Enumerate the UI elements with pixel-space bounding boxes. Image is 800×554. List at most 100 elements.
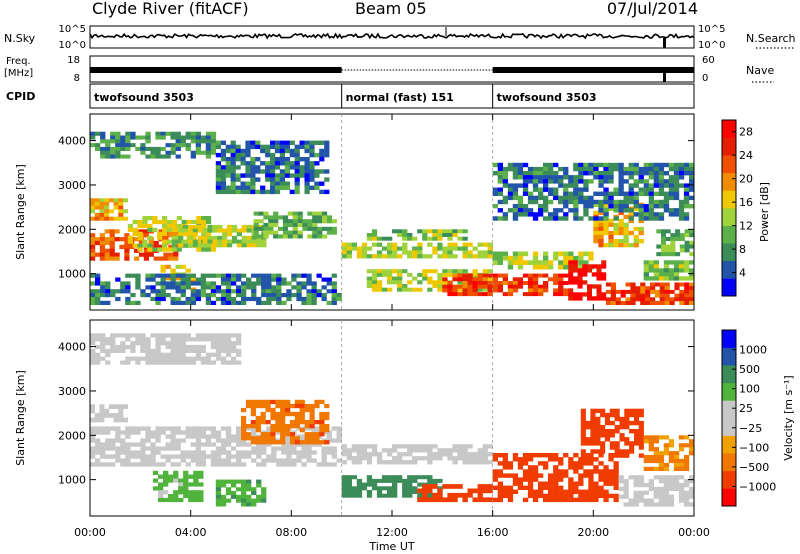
velocity-colorbar-tick-label: −25 [739, 422, 762, 435]
x-axis-label: Time UT [368, 540, 414, 553]
power-patch [90, 131, 217, 159]
velocity-colorbar-tick-label: 500 [739, 363, 760, 376]
power-colorbar-swatch [722, 225, 736, 244]
power-colorbar-tick-label: 12 [739, 220, 753, 233]
freq-label-1: Freq. [6, 56, 31, 67]
nave-label: Nave [746, 64, 774, 77]
velocity-colorbar-swatch [722, 365, 736, 384]
y-tick-label: 1000 [58, 268, 86, 281]
cpid-segment-label: twofsound 3503 [497, 91, 597, 104]
power-colorbar-tick-label: 20 [739, 173, 753, 186]
power-colorbar-tick-label: 8 [739, 243, 746, 256]
velocity-colorbar-swatch [722, 470, 736, 489]
nsky-tick-top: 10^5 [59, 24, 86, 35]
nave-tick-bottom: 0 [702, 73, 708, 84]
power-patch [442, 273, 569, 297]
nave-tick-top: 60 [702, 55, 715, 66]
power-patch [178, 224, 267, 248]
y-tick-label: 4000 [58, 341, 86, 354]
velocity-patch [90, 333, 242, 365]
freq-panel: Freq. [MHz] 18 8 60 0 Nave [4, 55, 774, 84]
nsky-line [89, 32, 695, 40]
velocity-colorbar-tick-label: 1000 [739, 344, 767, 357]
velocity-colorbar-tick-label: −500 [739, 461, 769, 474]
velocity-patch [215, 479, 267, 507]
velocity-colorbar-swatch [722, 453, 736, 472]
power-colorbar-swatch [722, 260, 736, 279]
power-colorbar-label: Power [dB] [758, 182, 771, 242]
velocity-colorbar-swatch [722, 418, 736, 436]
freq-band-1 [90, 67, 342, 73]
velocity-colorbar-label: Velocity [m s⁻¹] [782, 375, 795, 460]
cpid-segment-label: normal (fast) 151 [346, 91, 454, 104]
power-patch [341, 242, 493, 259]
y-tick-label: 3000 [58, 179, 86, 192]
power-panel: 1000 2000 3000 4000 [58, 113, 695, 311]
velocity-colorbar-swatch [722, 347, 736, 366]
power-patch [605, 282, 694, 305]
power-colorbar-swatch [722, 243, 736, 262]
y-tick-label: 2000 [58, 223, 86, 236]
velocity-colorbar-frame [721, 329, 737, 507]
velocity-patch [618, 475, 694, 507]
power-colorbar-tick-label: 16 [739, 196, 753, 209]
power-patch [90, 198, 128, 221]
velocity-colorbar-tick-label: 25 [739, 402, 753, 415]
x-tick-label: 20:00 [577, 526, 609, 539]
freq-label-2: [MHz] [4, 68, 33, 79]
x-tick-label: 16:00 [477, 526, 509, 539]
power-colorbar-swatch [722, 120, 736, 138]
velocity-patch [90, 426, 342, 467]
site-title: Clyde River (fitACF) [92, 0, 249, 18]
x-tick-label: 00:00 [678, 526, 710, 539]
velocity-patch [492, 453, 619, 503]
velocity-colorbar: 1000 500 100 25 −25 −100 −500 −1000 [721, 329, 776, 507]
freq-block [663, 70, 666, 82]
power-colorbar-frame [721, 119, 737, 297]
velocity-patch [152, 470, 204, 503]
power-colorbar: 4 8 12 16 20 24 28 [721, 119, 753, 297]
velocity-y-axis-label: Slant Range [km] [14, 370, 27, 466]
velocity-colorbar-tick-label: −100 [739, 441, 769, 454]
power-colorbar-swatch [722, 172, 736, 191]
cpid-label: CPID [6, 90, 35, 103]
velocity-patch [643, 435, 694, 471]
cpid-segment-label: twofsound 3503 [94, 91, 194, 104]
velocity-colorbar-swatch [722, 382, 736, 401]
x-tick-label: 12:00 [376, 526, 408, 539]
velocity-colorbar-tick-label: −1000 [739, 480, 776, 493]
velocity-patch [417, 484, 493, 503]
freq-tick-top: 18 [67, 55, 80, 66]
power-patch [253, 211, 337, 239]
y-tick-label: 4000 [58, 135, 86, 148]
nsky-trace [89, 27, 695, 48]
velocity-colorbar-swatch [722, 435, 736, 454]
x-tick-label: 04:00 [175, 526, 207, 539]
beam-label: Beam 05 [355, 0, 427, 18]
velocity-patch [241, 399, 330, 445]
power-patch [568, 260, 607, 301]
freq-trace [90, 67, 694, 82]
y-tick-label: 3000 [58, 385, 86, 398]
x-tick-label: 08:00 [275, 526, 307, 539]
nsky-block [663, 38, 666, 48]
power-colorbar-tick-label: 4 [739, 267, 746, 280]
date-label: 07/Jul/2014 [607, 0, 698, 18]
y-tick-label: 1000 [58, 474, 86, 487]
y-tick-label: 2000 [58, 429, 86, 442]
power-patch [643, 260, 694, 281]
nsky-tick-bottom: 10^0 [59, 40, 86, 51]
nsearch-label: N.Search [746, 32, 796, 45]
nsearch-tick-bottom: 10^0 [698, 40, 725, 51]
nsky-label: N.Sky [4, 32, 36, 45]
freq-tick-bottom: 8 [74, 73, 80, 84]
power-patch [656, 229, 694, 257]
velocity-colorbar-swatch [722, 400, 736, 419]
velocity-panel: 1000 2000 3000 4000 [58, 319, 695, 517]
x-axis: 00:00 04:00 08:00 12:00 16:00 20:00 00:00 [74, 114, 710, 539]
power-patch [90, 273, 342, 305]
cpid-panel: CPID twofsound 3503 normal (fast) 151 twof… [6, 83, 695, 109]
velocity-colorbar-swatch [722, 330, 736, 348]
x-tick-label: 00:00 [74, 526, 106, 539]
